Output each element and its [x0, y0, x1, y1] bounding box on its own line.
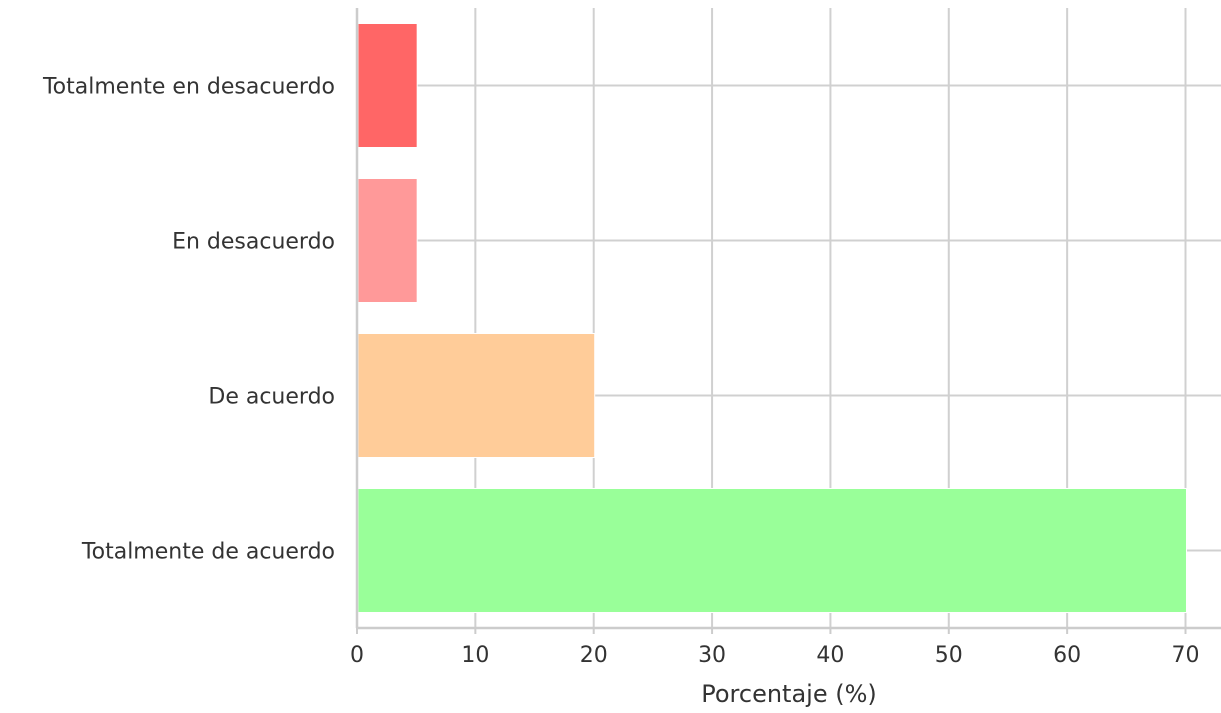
x-tick-label: 30 [698, 643, 726, 668]
x-tick-label: 60 [1053, 643, 1081, 668]
y-tick-label: De acuerdo [208, 385, 335, 410]
bar [357, 488, 1187, 613]
x-axis-label: Porcentaje (%) [701, 680, 877, 708]
x-tick-label: 20 [580, 643, 608, 668]
x-tick-label: 10 [461, 643, 489, 668]
x-tick-label: 40 [816, 643, 844, 668]
x-tick-label: 50 [935, 643, 963, 668]
x-tick-labels: 0 10 20 30 40 50 60 70 [350, 643, 1199, 668]
axes-layer [355, 8, 1221, 634]
x-tick-label: 0 [350, 643, 364, 668]
y-tick-labels: Totalmente en desacuerdo En desacuerdo De … [42, 75, 335, 565]
y-tick-label: Totalmente de acuerdo [81, 540, 335, 565]
y-tick-label: Totalmente en desacuerdo [42, 75, 335, 100]
bar [357, 178, 418, 303]
bars-layer [357, 23, 1187, 613]
x-tick-label: 70 [1171, 643, 1199, 668]
y-tick-label: En desacuerdo [172, 230, 335, 255]
bar [357, 23, 418, 148]
bar [357, 333, 596, 458]
